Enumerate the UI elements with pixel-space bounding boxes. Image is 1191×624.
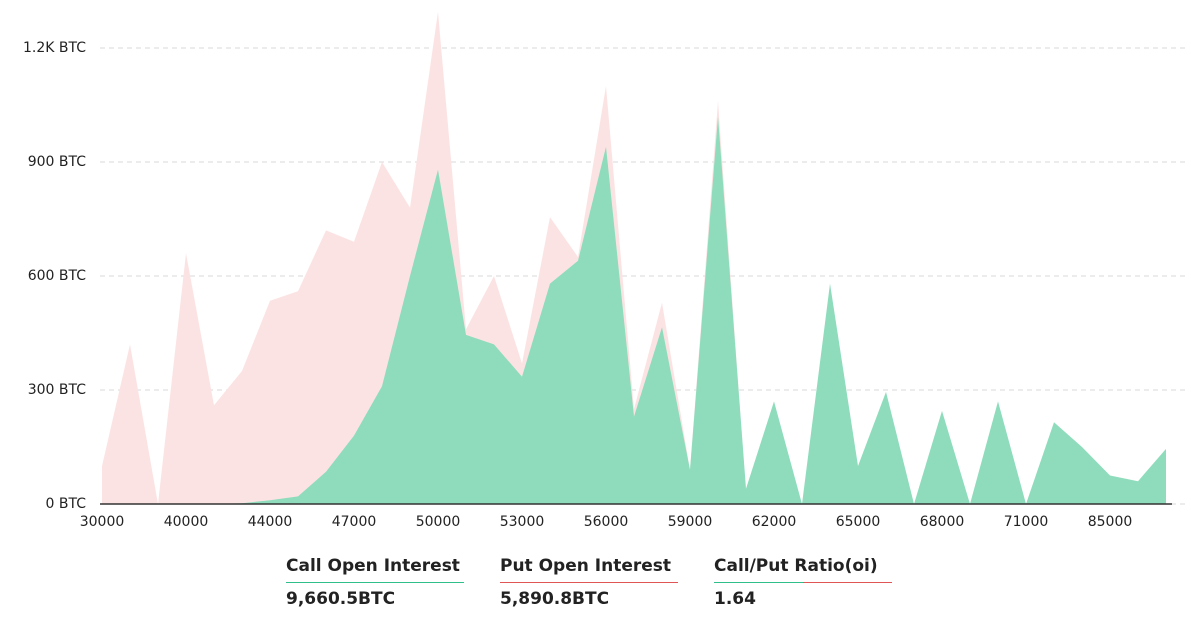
- x-tick-label: 65000: [836, 514, 881, 530]
- stat-value: 1.64: [714, 589, 756, 609]
- x-tick-label: 59000: [668, 514, 713, 530]
- x-tick-label: 71000: [1004, 514, 1049, 530]
- y-tick-label: 300 BTC: [28, 382, 87, 398]
- stat-value: 5,890.8BTC: [500, 589, 610, 609]
- stat: Put Open Interest 5,890.8BTC: [500, 556, 678, 609]
- x-tick-label: 53000: [500, 514, 545, 530]
- y-tick-label: 0 BTC: [46, 496, 87, 512]
- x-tick-label: 50000: [416, 514, 461, 530]
- underline: [714, 582, 892, 583]
- area: [102, 116, 1166, 505]
- x-tick-label: 40000: [164, 514, 209, 530]
- x-tick-label: 56000: [584, 514, 629, 530]
- area: [102, 11, 1166, 505]
- y-tick-label: 1.2K BTC: [23, 40, 86, 56]
- underline: [500, 582, 678, 583]
- x-tick-label: 68000: [920, 514, 965, 530]
- x-tick-label: 62000: [752, 514, 797, 530]
- x-tick-label: 85000: [1088, 514, 1133, 530]
- chart: 0 BTC 300 BTC 600 BTC 900 BTC 1.2K BTC 30000 4…: [23, 11, 1185, 530]
- x-tick-label: 44000: [248, 514, 293, 530]
- y-tick-label: 900 BTC: [28, 154, 87, 170]
- stat-value: 9,660.5BTC: [286, 589, 396, 609]
- x-tick-label: 30000: [80, 514, 125, 530]
- stat: Call Open Interest 9,660.5BTC: [286, 556, 464, 609]
- underline: [286, 582, 464, 583]
- stat-label: Call/Put Ratio(oi): [714, 556, 878, 576]
- stat: Call/Put Ratio(oi) 1.64: [714, 556, 892, 609]
- stat-label: Call Open Interest: [286, 556, 460, 576]
- stat-label: Put Open Interest: [500, 556, 672, 576]
- y-tick-label: 600 BTC: [28, 268, 87, 284]
- x-tick-label: 47000: [332, 514, 377, 530]
